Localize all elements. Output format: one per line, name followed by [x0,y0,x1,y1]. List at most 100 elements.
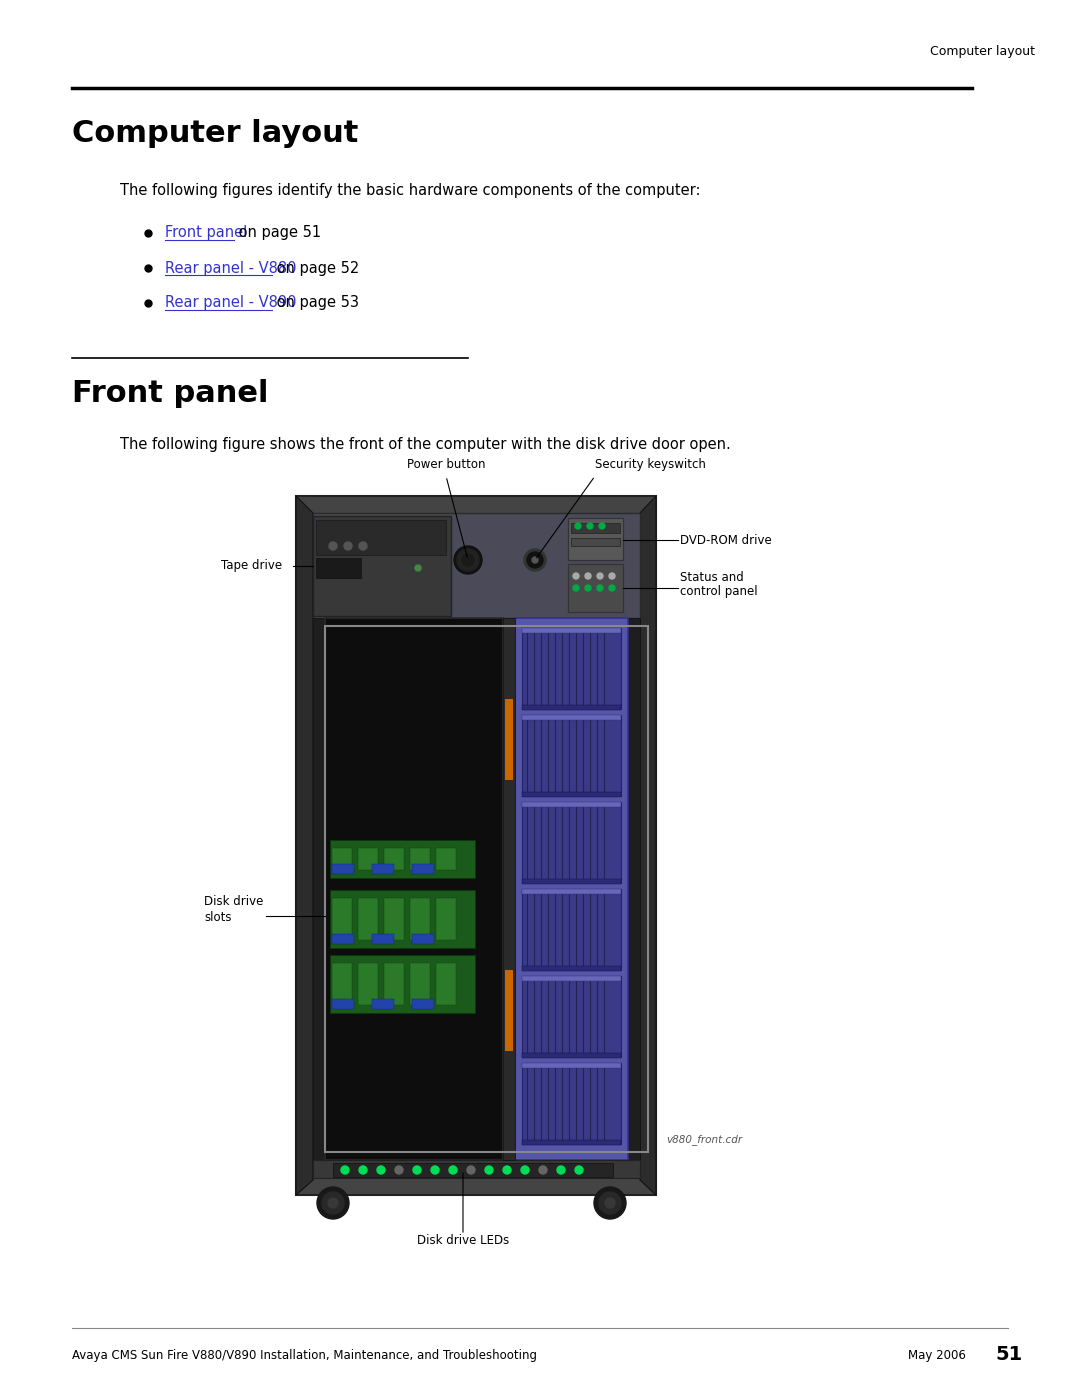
Text: v880_front.cdr: v880_front.cdr [666,1134,742,1146]
Text: Disk drive LEDs: Disk drive LEDs [417,1234,509,1248]
Circle shape [345,542,352,550]
Circle shape [415,564,421,571]
Bar [522,802,621,807]
Text: Status and: Status and [680,571,744,584]
Circle shape [585,585,591,591]
Bar [627,617,640,1160]
Circle shape [341,1166,349,1173]
Circle shape [359,1166,367,1173]
Bar [505,970,513,1051]
Bar [332,848,352,870]
Bar [571,538,620,546]
Circle shape [431,1166,438,1173]
Circle shape [532,557,538,563]
Text: Rear panel - V880: Rear panel - V880 [165,260,297,275]
Text: 51: 51 [995,1345,1023,1365]
Bar [503,617,515,1160]
Bar [411,935,434,944]
Bar [333,1162,613,1178]
Circle shape [597,585,603,591]
Bar [330,956,475,1013]
Bar [522,792,621,798]
Bar [522,965,621,971]
Bar [384,898,404,940]
Circle shape [609,585,615,591]
Circle shape [449,1166,457,1173]
Bar [357,848,378,870]
Bar [410,963,430,1004]
Bar [313,515,451,616]
Bar [372,863,394,875]
Circle shape [573,585,579,591]
Bar [436,848,456,870]
Text: Front panel: Front panel [165,225,247,240]
Circle shape [318,1187,349,1220]
Bar [332,898,352,940]
Circle shape [599,522,605,529]
Bar [411,999,434,1009]
Bar [436,963,456,1004]
Circle shape [609,573,615,578]
Bar [384,963,404,1004]
Polygon shape [640,496,656,1194]
Circle shape [485,1166,492,1173]
Circle shape [594,1187,626,1220]
Bar [313,617,325,1160]
Bar [522,705,621,710]
Circle shape [377,1166,384,1173]
Circle shape [588,522,593,529]
Bar [330,840,475,877]
Bar [372,999,394,1009]
Bar [332,935,354,944]
Bar [522,629,621,633]
Text: slots: slots [204,911,231,923]
Bar [372,935,394,944]
Circle shape [599,1192,621,1214]
Bar [325,617,503,1160]
Circle shape [462,555,474,566]
Bar [505,698,513,780]
Text: on page 51: on page 51 [234,225,322,240]
Bar [568,518,623,560]
Circle shape [359,542,367,550]
Circle shape [413,1166,421,1173]
Bar [522,888,621,894]
Bar [522,715,621,719]
Text: Rear panel - V890: Rear panel - V890 [165,296,297,310]
Circle shape [329,542,337,550]
Bar [411,863,434,875]
Circle shape [597,573,603,578]
Circle shape [539,1166,546,1173]
Polygon shape [296,496,313,1194]
Text: May 2006: May 2006 [908,1348,966,1362]
Circle shape [503,1166,511,1173]
Bar [522,629,621,710]
Bar [313,513,640,617]
Circle shape [557,1166,565,1173]
Bar [316,557,361,578]
Bar [313,1160,640,1178]
Bar [384,848,404,870]
Bar [522,1063,621,1144]
Text: The following figures identify the basic hardware components of the computer:: The following figures identify the basic… [120,183,701,197]
Bar [522,977,621,1058]
Bar [410,898,430,940]
Circle shape [524,549,546,571]
Circle shape [527,552,543,569]
Bar [522,802,621,883]
Text: control panel: control panel [680,585,758,598]
Text: Computer layout: Computer layout [72,119,359,148]
Bar [522,888,621,970]
Circle shape [521,1166,529,1173]
Bar [522,1053,621,1058]
Bar [332,999,354,1009]
Circle shape [454,546,482,574]
Circle shape [585,573,591,578]
Bar [332,963,352,1004]
Text: Disk drive: Disk drive [204,895,264,908]
Text: Front panel: Front panel [72,379,269,408]
Text: The following figure shows the front of the computer with the disk drive door op: The following figure shows the front of … [120,437,731,453]
Text: Security keyswitch: Security keyswitch [595,458,706,471]
Circle shape [605,1199,615,1208]
Circle shape [467,1166,475,1173]
